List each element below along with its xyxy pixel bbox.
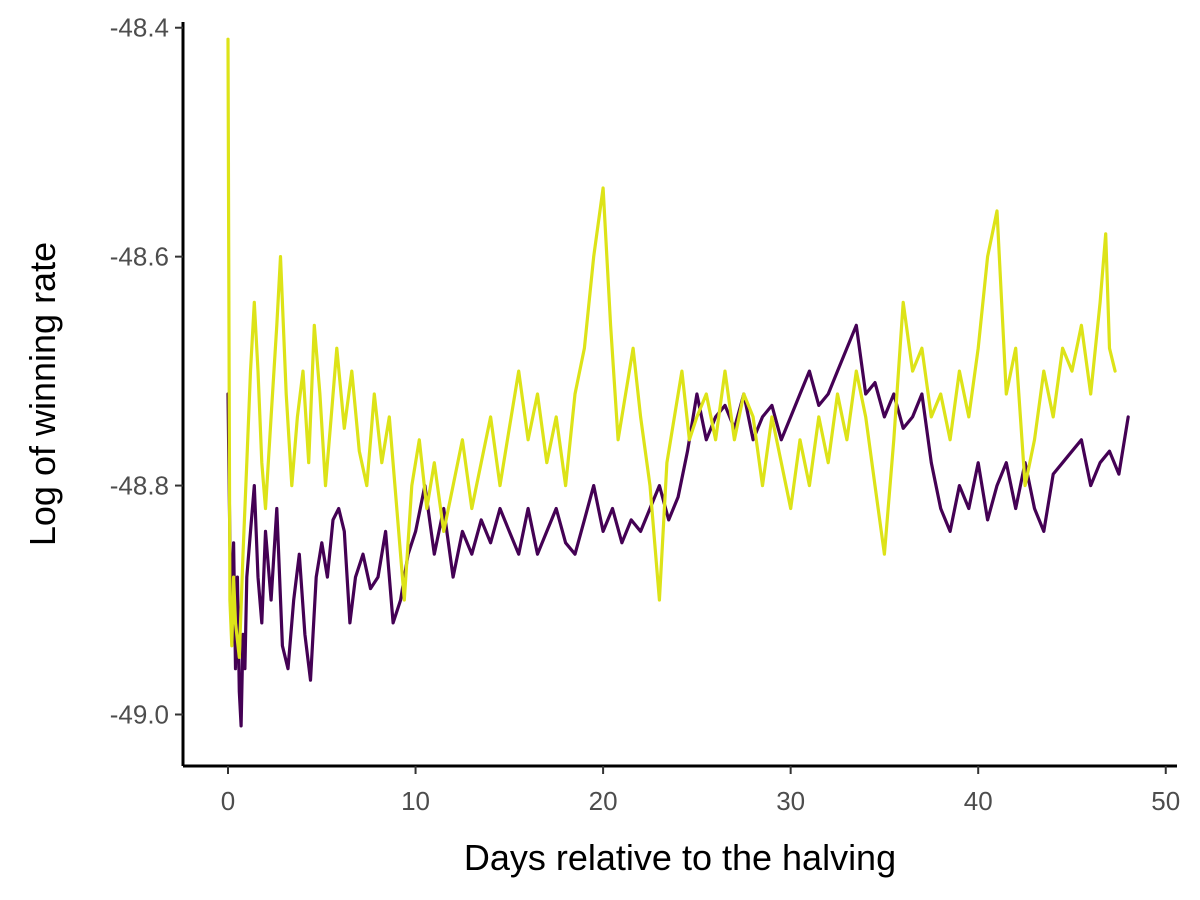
series-line-2 bbox=[226, 37, 1117, 659]
y-tick-label: -49.0 bbox=[110, 699, 169, 729]
plot-area bbox=[226, 37, 1130, 728]
y-tick-label: -48.6 bbox=[110, 242, 169, 272]
x-tick-label: 50 bbox=[1151, 786, 1180, 816]
x-tick-label: 40 bbox=[964, 786, 993, 816]
x-tick-label: 10 bbox=[401, 786, 430, 816]
x-axis-ticks: 0 10 20 30 40 50 bbox=[221, 766, 1180, 816]
y-tick-label: -48.8 bbox=[110, 471, 169, 501]
y-axis-ticks: -49.0 -48.8 -48.6 -48.4 bbox=[110, 13, 183, 729]
x-tick-label: 0 bbox=[221, 786, 235, 816]
series-line-1 bbox=[226, 323, 1130, 728]
x-tick-label: 20 bbox=[589, 786, 618, 816]
y-axis-title: Log of winning rate bbox=[22, 242, 63, 546]
x-tick-label: 30 bbox=[776, 786, 805, 816]
x-axis-title: Days relative to the halving bbox=[464, 837, 896, 878]
y-tick-label: -48.4 bbox=[110, 13, 169, 43]
